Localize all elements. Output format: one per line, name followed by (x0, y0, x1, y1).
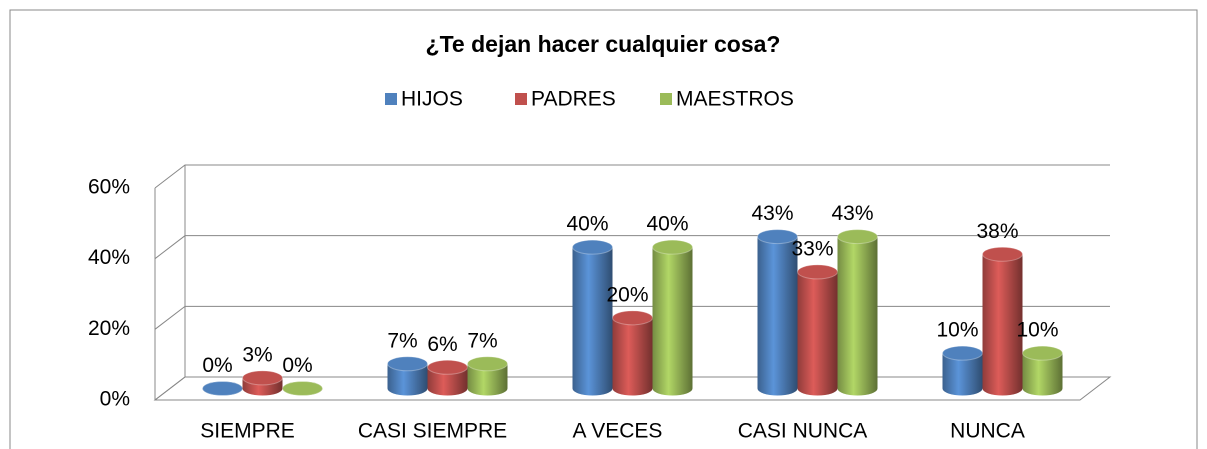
bar-top (202, 381, 243, 396)
bar (757, 236, 798, 389)
data-label: 43% (831, 202, 873, 225)
bar (797, 271, 838, 389)
y-tick-label: 0% (100, 388, 130, 411)
data-label: 33% (791, 237, 833, 260)
chart-title: ¿Te dejan hacer cualquier cosa? (426, 31, 781, 57)
bar-top (837, 229, 878, 245)
x-tick-label: SIEMPRE (200, 420, 295, 443)
y-tick-label: 40% (88, 246, 130, 269)
y-tick-label: 20% (88, 317, 130, 340)
data-label: 10% (936, 319, 978, 342)
data-label: 6% (427, 333, 457, 356)
bar-top (612, 310, 653, 326)
data-label: 43% (751, 202, 793, 225)
data-label: 0% (282, 354, 312, 377)
legend-swatch (385, 93, 397, 105)
grid-line (154, 235, 1110, 260)
bar-top (282, 381, 323, 396)
bar-top (572, 239, 613, 255)
bar-top (942, 345, 983, 361)
bar-top (652, 239, 693, 255)
x-tick-label: CASI NUNCA (738, 420, 868, 443)
data-label: 40% (646, 213, 688, 236)
bar-top (242, 370, 283, 386)
bar (612, 317, 653, 389)
data-label: 7% (387, 329, 417, 352)
data-label: 38% (976, 220, 1018, 243)
legend-label: HIJOS (401, 88, 463, 111)
bar-top (467, 356, 508, 372)
bar-top (757, 229, 798, 245)
x-tick-label: A VECES (573, 420, 663, 443)
bar-top (387, 356, 428, 372)
legend-label: MAESTROS (676, 88, 794, 111)
bar (652, 247, 693, 389)
bar-top (1022, 345, 1063, 361)
legend-swatch (515, 93, 527, 105)
legend-label: PADRES (531, 88, 616, 111)
data-label: 40% (566, 213, 608, 236)
bar (837, 236, 878, 389)
x-tick-label: CASI SIEMPRE (358, 420, 507, 443)
y-tick-label: 60% (88, 176, 130, 199)
bar (982, 254, 1023, 389)
x-tick-label: NUNCA (950, 420, 1025, 443)
bar (572, 247, 613, 389)
bar-top (427, 359, 468, 375)
bar-top (982, 246, 1023, 262)
legend-swatch (660, 93, 672, 105)
bar-top (797, 264, 838, 280)
data-label: 3% (242, 343, 272, 366)
data-label: 20% (606, 283, 648, 306)
data-label: 7% (467, 329, 497, 352)
grid-line (154, 164, 1110, 189)
data-label: 0% (202, 354, 232, 377)
data-label: 10% (1016, 319, 1058, 342)
